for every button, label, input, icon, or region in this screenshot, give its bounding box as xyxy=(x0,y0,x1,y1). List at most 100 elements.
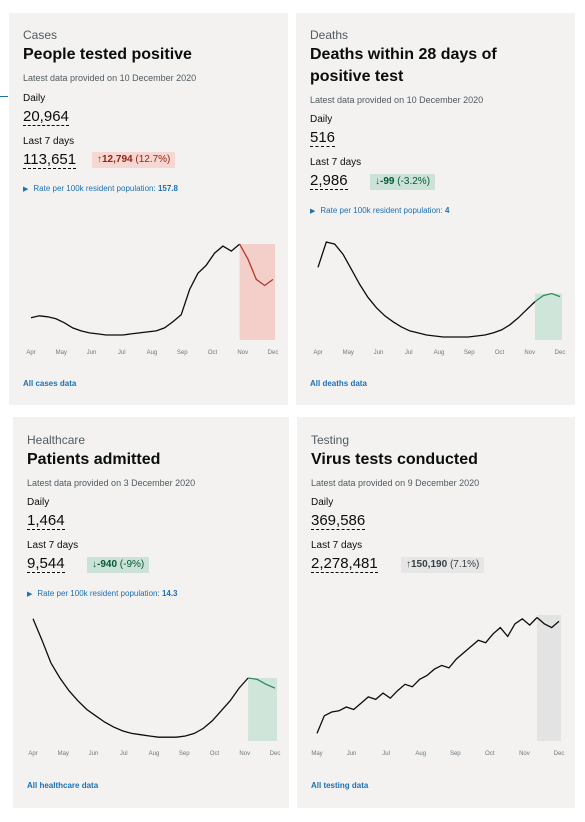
healthcare-card: Healthcare Patients admitted Latest data… xyxy=(13,417,289,808)
testing-trend-chart: May Jun Jul Aug Sep Oct Nov Dec xyxy=(311,615,565,757)
cases-trend-chart: Apr May Jun Jul Aug Sep Oct Nov Dec xyxy=(26,243,279,356)
arrow-down-icon: ↓ xyxy=(92,559,97,570)
card-title: People tested positive xyxy=(23,46,192,63)
month-tick-label: Jul xyxy=(405,350,413,356)
triangle-right-icon: ▶ xyxy=(27,591,33,598)
trend-line-recent xyxy=(239,243,274,287)
trend-line xyxy=(32,618,249,738)
cases-card: Cases People tested positive Latest data… xyxy=(9,13,288,405)
rate-label: Rate per 100k resident population: xyxy=(37,589,160,598)
arrow-down-icon: ↓ xyxy=(375,176,380,187)
month-tick-label: Nov xyxy=(524,350,535,356)
deaths-trend-chart: Apr May Jun Jul Aug Sep Oct Nov Dec xyxy=(313,241,566,356)
month-tick-label: Jun xyxy=(347,751,357,757)
card-title: Patients admitted xyxy=(27,451,161,468)
month-tick-label: Dec xyxy=(268,350,279,356)
last-7-days-value[interactable]: 2,278,481 xyxy=(311,555,378,573)
daily-value[interactable]: 20,964 xyxy=(23,108,69,126)
latest-data-text: Latest data provided on 3 December 2020 xyxy=(27,478,196,488)
daily-label: Daily xyxy=(311,497,334,508)
trend-line xyxy=(316,617,538,734)
change-amount: -99 xyxy=(380,176,395,187)
card-category: Healthcare xyxy=(27,433,86,447)
month-tick-label: May xyxy=(58,751,69,757)
card-category: Testing xyxy=(311,433,350,447)
last-7-days-label: Last 7 days xyxy=(23,136,75,147)
month-tick-label: Apr xyxy=(28,751,37,757)
trend-line-recent xyxy=(536,617,560,629)
last-7-days-value[interactable]: 113,651 xyxy=(23,151,77,169)
change-percent: (-3.2%) xyxy=(397,176,431,187)
month-tick-label: May xyxy=(343,350,354,356)
month-tick-label: Nov xyxy=(239,751,250,757)
last-7-days-value[interactable]: 2,986 xyxy=(310,172,348,190)
month-tick-label: Jun xyxy=(87,350,97,356)
month-tick-label: Nov xyxy=(237,350,248,356)
all-testing-link[interactable]: All testing data xyxy=(311,781,369,790)
change-amount: 12,794 xyxy=(102,154,133,165)
deaths-card: Deaths Deaths within 28 days of positive… xyxy=(296,13,575,405)
rate-toggle[interactable]: ▶ Rate per 100k resident population: 14.3 xyxy=(27,589,178,598)
month-tick-label: Sep xyxy=(464,350,475,356)
testing-card: Testing Virus tests conducted Latest dat… xyxy=(297,417,575,808)
card-title: Deaths within 28 days of positive test xyxy=(310,46,497,85)
recent-period-band xyxy=(534,293,562,340)
all-deaths-link[interactable]: All deaths data xyxy=(310,379,367,388)
daily-label: Daily xyxy=(310,114,333,125)
month-tick-label: Dec xyxy=(555,350,566,356)
change-amount: -940 xyxy=(97,559,118,570)
daily-value[interactable]: 1,464 xyxy=(27,512,65,530)
month-tick-label: Dec xyxy=(554,751,565,757)
month-tick-label: Jul xyxy=(120,751,128,757)
change-percent: (-9%) xyxy=(119,559,145,570)
last-7-days-label: Last 7 days xyxy=(27,540,79,551)
healthcare-trend-chart: Apr May Jun Jul Aug Sep Oct Nov Dec xyxy=(28,618,281,757)
recent-period-band xyxy=(239,244,275,340)
rate-value: 157.8 xyxy=(157,184,178,193)
trend-line-recent xyxy=(248,677,276,689)
daily-label: Daily xyxy=(27,497,50,508)
month-tick-label: Apr xyxy=(26,350,35,356)
last-7-days-label: Last 7 days xyxy=(310,157,362,168)
rate-value: 4 xyxy=(444,206,450,215)
month-tick-label: Oct xyxy=(208,350,218,356)
month-tick-label: Aug xyxy=(147,350,158,356)
last-7-days-value[interactable]: 9,544 xyxy=(27,555,65,573)
month-tick-label: Aug xyxy=(415,751,426,757)
month-tick-label: Dec xyxy=(270,751,281,757)
rate-toggle[interactable]: ▶ Rate per 100k resident population: 4 xyxy=(310,206,449,215)
rate-label: Rate per 100k resident population: xyxy=(33,184,156,193)
change-badge: ↑12,794 (12.7%) xyxy=(92,152,176,168)
month-tick-label: Jul xyxy=(382,751,390,757)
rate-toggle[interactable]: ▶ Rate per 100k resident population: 157.… xyxy=(23,184,178,193)
daily-label: Daily xyxy=(23,93,46,104)
change-amount: 150,190 xyxy=(411,559,448,570)
change-percent: (12.7%) xyxy=(135,154,171,165)
change-badge: ↑150,190 (7.1%) xyxy=(401,557,485,573)
triangle-right-icon: ▶ xyxy=(310,208,316,215)
edge-divider xyxy=(0,96,8,97)
latest-data-text: Latest data provided on 9 December 2020 xyxy=(311,478,480,488)
month-tick-label: Apr xyxy=(313,350,322,356)
card-category: Deaths xyxy=(310,28,349,42)
month-tick-label: Oct xyxy=(210,751,220,757)
month-tick-label: Jul xyxy=(118,350,126,356)
month-tick-label: Jun xyxy=(89,751,99,757)
change-badge: ↓-940 (-9%) xyxy=(87,557,150,573)
latest-data-text: Latest data provided on 10 December 2020 xyxy=(310,95,484,105)
month-tick-label: Nov xyxy=(519,751,530,757)
triangle-right-icon: ▶ xyxy=(23,186,29,193)
recent-period-band xyxy=(248,678,277,741)
month-tick-label: Jun xyxy=(374,350,384,356)
card-category: Cases xyxy=(23,28,58,42)
daily-value[interactable]: 369,586 xyxy=(311,512,366,530)
latest-data-text: Latest data provided on 10 December 2020 xyxy=(23,73,197,83)
month-tick-label: Sep xyxy=(177,350,188,356)
all-healthcare-link[interactable]: All healthcare data xyxy=(27,781,99,790)
month-tick-label: Aug xyxy=(149,751,160,757)
recent-period-band xyxy=(537,615,561,741)
all-cases-link[interactable]: All cases data xyxy=(23,379,77,388)
rate-value: 14.3 xyxy=(161,589,178,598)
month-tick-label: Oct xyxy=(495,350,505,356)
daily-value[interactable]: 516 xyxy=(310,129,336,147)
